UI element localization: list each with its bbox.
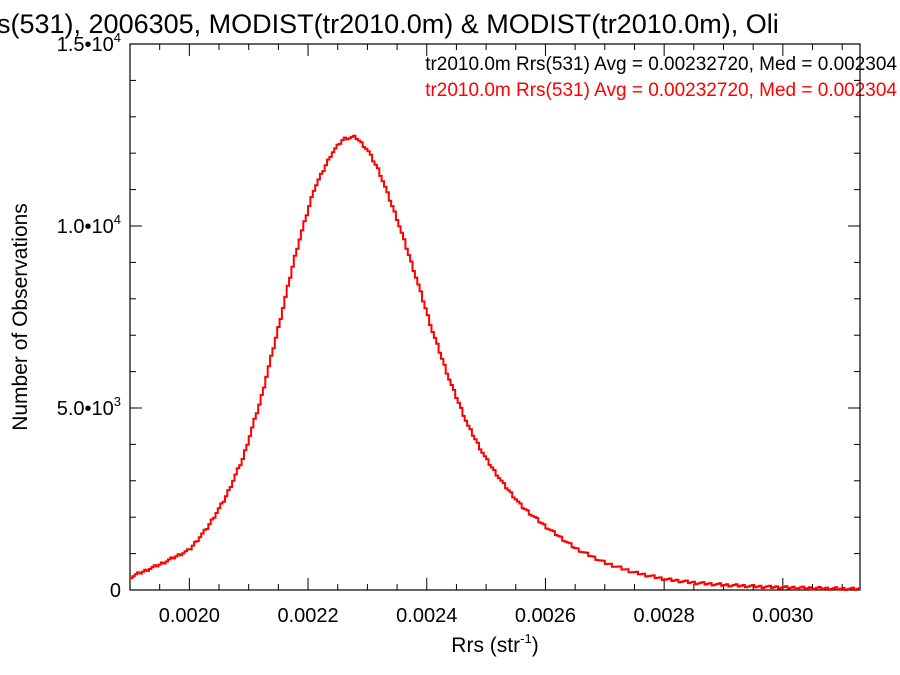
x-tick-label: 0.0028 [634, 605, 695, 627]
y-axis-label: Number of Observations [9, 203, 32, 431]
x-axis-label-base: Rrs (str [451, 634, 520, 657]
y-tick-label: 1.5•104 [57, 30, 121, 56]
plot-area [129, 43, 861, 591]
legend: tr2010.0m Rrs(531) Avg = 0.00232720, Med… [425, 54, 897, 101]
axis-ticks [129, 43, 860, 591]
x-tick-labels: 0.0020 0.0022 0.0024 0.0026 0.0028 0.0030 [159, 605, 814, 627]
chart-title: s(531), 2006305, MODIST(tr2010.0m) & MOD… [0, 9, 779, 39]
x-tick-label: 0.0030 [752, 605, 813, 627]
legend-entry-red: tr2010.0m Rrs(531) Avg = 0.00232720, Med… [425, 80, 897, 101]
x-tick-label: 0.0026 [515, 605, 576, 627]
x-tick-label: 0.0024 [396, 605, 457, 627]
y-tick-label: 5.0•103 [57, 394, 121, 420]
x-tick-label: 0.0020 [159, 605, 220, 627]
plot-frame [129, 43, 861, 591]
histogram-series-line [130, 134, 860, 591]
y-tick-label: 1.0•104 [57, 212, 121, 238]
y-tick-labels: 0 5.0•103 1.0•104 1.5•104 [57, 30, 121, 602]
x-tick-label: 0.0022 [277, 605, 338, 627]
x-axis-label-close: ) [532, 634, 539, 657]
x-axis-label: Rrs (str-1) [451, 631, 538, 657]
x-axis-label-sup: -1 [520, 631, 532, 646]
y-tick-label: 0 [110, 580, 121, 602]
legend-entry-black: tr2010.0m Rrs(531) Avg = 0.00232720, Med… [425, 54, 897, 75]
